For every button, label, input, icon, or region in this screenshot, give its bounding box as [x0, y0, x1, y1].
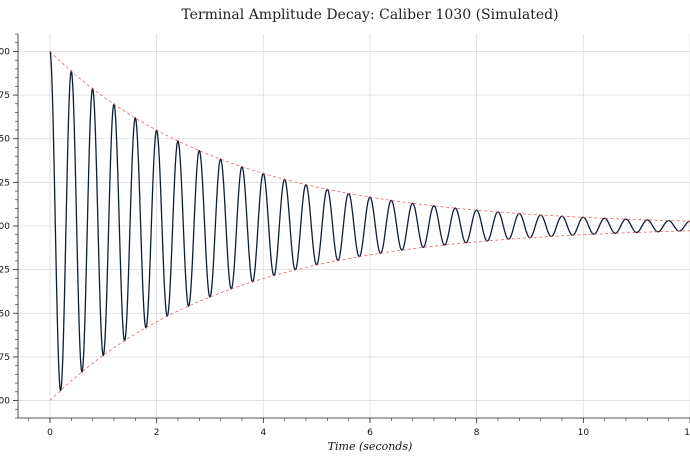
axes: 0 2 4 6 8 10 12 1.00 0.75 0.50 0.25 0.00 -0.25 -0.50 -…: [0, 33, 690, 438]
series-group: [49, 51, 690, 401]
y-tick-label: 1.00: [0, 47, 10, 57]
upper-envelope-line: [49, 51, 690, 222]
y-tick-label: 0.75: [0, 91, 10, 101]
y-tick-label: 0.50: [0, 135, 10, 145]
y-tick-label: 0.25: [0, 178, 10, 188]
x-tick-label: 6: [367, 428, 373, 438]
y-tick-label: -0.25: [0, 266, 10, 276]
x-tick-label: 2: [154, 428, 160, 438]
y-tick-label: -1.00: [0, 397, 10, 407]
x-tick-label: 0: [47, 428, 53, 438]
lower-envelope-line: [49, 230, 690, 401]
x-tick-label: 10: [578, 428, 590, 438]
y-tick-label: -0.50: [0, 309, 10, 319]
x-axis-label: Time (seconds): [328, 440, 413, 453]
y-tick-label: 0.00: [0, 222, 10, 232]
x-tick-label: 4: [260, 428, 266, 438]
y-tick-label: -0.75: [0, 353, 10, 363]
chart-title: Terminal Amplitude Decay: Caliber 1030 (…: [181, 7, 558, 23]
x-tick-label: 8: [474, 428, 480, 438]
x-tick-label: 12: [684, 428, 690, 438]
